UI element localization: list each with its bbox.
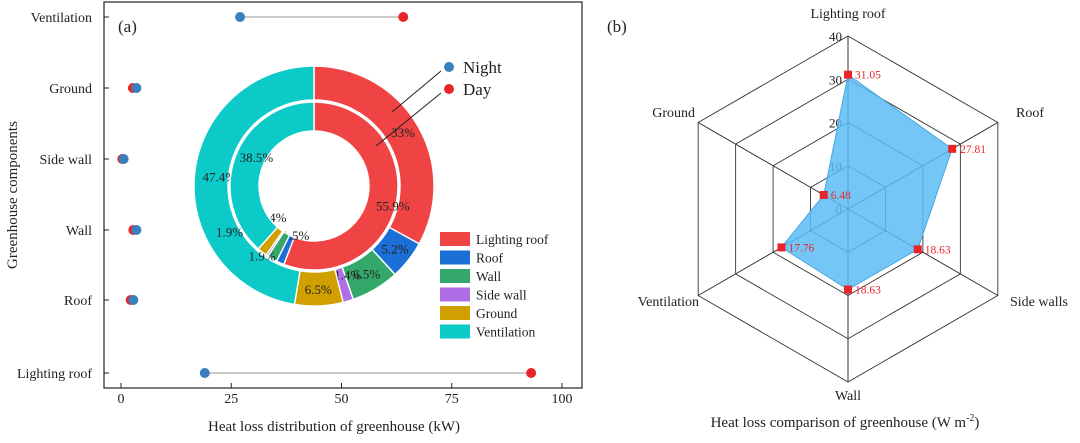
legend-label-day: Day bbox=[463, 80, 492, 99]
point-night-wall bbox=[131, 225, 142, 235]
radar-value-ground: 6.48 bbox=[831, 190, 851, 202]
radar-value-wall: 18.63 bbox=[855, 285, 881, 297]
axis-label-lighting-roof: Lighting roof bbox=[810, 7, 885, 22]
radar-axis-labels: Lighting roof Roof Side walls Wall Ventilati… bbox=[638, 7, 1068, 404]
legend-text-roof: Roof bbox=[476, 251, 504, 266]
outer-ring-label-wall: 6.5% bbox=[353, 266, 380, 281]
y-tick-label-wall: Wall bbox=[66, 224, 92, 239]
radial-tick-label: 30 bbox=[829, 72, 842, 87]
point-night-lighting-roof bbox=[199, 368, 210, 378]
outer-ring-label-lighting-roof: 33% bbox=[391, 125, 415, 140]
legend-marker-day bbox=[444, 84, 454, 94]
legend-text-side-wall: Side wall bbox=[476, 288, 527, 303]
legend-swatch-side-wall bbox=[440, 287, 470, 302]
inner-ring-slice-lighting-roof bbox=[282, 101, 399, 271]
panel-b: (b) 010203040 31.0527.8118.6318.6317.766… bbox=[607, 7, 1068, 431]
radar-marker-ventilation bbox=[777, 243, 786, 252]
y-tick-label-roof: Roof bbox=[64, 294, 92, 309]
x-tick-label: 25 bbox=[224, 392, 238, 407]
radar-title-close: ) bbox=[974, 415, 979, 431]
x-tick-label: 100 bbox=[552, 392, 573, 407]
radar-marker-ground bbox=[819, 190, 828, 199]
legend-text-lighting-roof: Lighting roof bbox=[476, 232, 549, 247]
axis-label-ground: Ground bbox=[652, 106, 695, 121]
radar-value-lighting-roof: 31.05 bbox=[855, 70, 881, 82]
series-legend: Night Day bbox=[375, 58, 502, 147]
legend-swatch-ventilation bbox=[440, 324, 470, 339]
pointer-line-day bbox=[375, 92, 442, 147]
axis-label-wall: Wall bbox=[835, 389, 861, 404]
panel-a: (a) 0 25 50 75 100 Ventilation Ground Side wal… bbox=[5, 1, 583, 435]
inner-ring-label-lighting-roof: 55.9% bbox=[376, 198, 410, 213]
radar-data: 31.05 27.81 18.63 18.63 17.76 6.48 bbox=[777, 70, 986, 297]
legend-swatch-lighting-roof bbox=[440, 232, 470, 246]
axis-label-roof: Roof bbox=[1016, 106, 1044, 121]
panel-a-label: (a) bbox=[118, 17, 137, 36]
x-tick-label: 75 bbox=[445, 392, 459, 407]
legend-text-wall: Wall bbox=[476, 269, 501, 284]
point-night-side-wall bbox=[118, 154, 129, 164]
outer-ring-label-side-wall: 1.4% bbox=[334, 268, 361, 283]
axis-label-side-walls: Side walls bbox=[1010, 295, 1068, 310]
outer-ring-label-roof: 5.2% bbox=[381, 242, 408, 257]
axis-label-ventilation: Ventilation bbox=[638, 295, 699, 310]
panel-a-frame bbox=[103, 1, 583, 389]
radar-marker-lighting-roof bbox=[844, 70, 852, 79]
inner-ring-label-roof: 1.5% bbox=[282, 228, 309, 243]
y-tick-label-side-wall: Side wall bbox=[40, 153, 93, 168]
inner-ring-label-ground: 1.9% bbox=[216, 225, 243, 240]
pointer-line-night bbox=[391, 70, 442, 113]
component-legend: Lighting roof Roof Wall Side wall Ground Vent… bbox=[440, 232, 549, 340]
dumbbell-series bbox=[117, 12, 537, 378]
radar-title-main: Heat loss comparison of greenhouse (W m bbox=[711, 415, 967, 431]
radar-value-roof: 27.81 bbox=[960, 144, 986, 156]
panel-b-label: (b) bbox=[607, 17, 627, 36]
legend-swatch-ground bbox=[440, 306, 470, 320]
legend-label-night: Night bbox=[463, 58, 502, 77]
radar-value-side-walls: 18.63 bbox=[925, 244, 951, 256]
point-night-roof bbox=[128, 295, 139, 305]
y-axis-title: Greenhouse components bbox=[5, 121, 21, 269]
radar-value-ventilation: 17.76 bbox=[788, 242, 814, 254]
point-night-ground bbox=[131, 83, 142, 93]
outer-ring-label-ventilation: 47.4% bbox=[203, 170, 237, 185]
radar-title-sup: -2 bbox=[966, 413, 974, 424]
donut-chart: 33%5.2%6.5%1.4%6.5%47.4%55.9%1.5%1.9%0.4… bbox=[193, 65, 435, 307]
x-axis-ticks: 0 25 50 75 100 bbox=[118, 383, 573, 407]
y-axis-ticks: Ventilation Ground Side wall Wall Roof Lighti… bbox=[17, 11, 109, 382]
radar-title: Heat loss comparison of greenhouse (W m-… bbox=[711, 413, 980, 431]
outer-ring-slice-ventilation bbox=[193, 65, 315, 306]
y-tick-label-ground: Ground bbox=[49, 82, 92, 97]
point-day-ventilation bbox=[398, 12, 409, 22]
x-tick-label: 0 bbox=[118, 392, 125, 407]
inner-ring-label-ventilation: 38.5% bbox=[240, 150, 274, 165]
y-tick-label-ventilation: Ventilation bbox=[31, 11, 92, 26]
x-tick-label: 50 bbox=[335, 392, 349, 407]
legend-swatch-wall bbox=[440, 269, 470, 283]
radar-area bbox=[780, 73, 953, 291]
point-day-lighting-roof bbox=[526, 368, 537, 378]
radial-tick-label: 40 bbox=[829, 29, 842, 44]
legend-text-ventilation: Ventilation bbox=[476, 325, 535, 340]
radar-marker-roof bbox=[948, 144, 957, 153]
legend-swatch-roof bbox=[440, 250, 470, 265]
legend-text-ground: Ground bbox=[476, 306, 517, 321]
legend-marker-night bbox=[444, 62, 454, 72]
outer-ring-label-ground: 6.5% bbox=[305, 282, 332, 297]
point-night-ventilation bbox=[235, 12, 246, 22]
inner-ring-slice-ventilation bbox=[229, 101, 315, 250]
radar-marker-wall bbox=[844, 285, 852, 294]
x-axis-title: Heat loss distribution of greenhouse (kW… bbox=[208, 419, 460, 435]
radar-marker-side-walls bbox=[913, 245, 922, 254]
y-tick-label-lighting-roof: Lighting roof bbox=[17, 367, 92, 382]
